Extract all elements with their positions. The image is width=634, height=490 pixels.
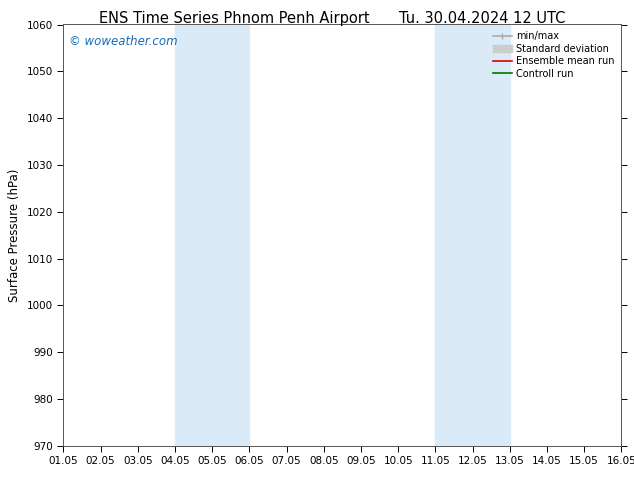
Text: © woweather.com: © woweather.com (69, 35, 178, 48)
Text: Tu. 30.04.2024 12 UTC: Tu. 30.04.2024 12 UTC (399, 11, 565, 26)
Text: ENS Time Series Phnom Penh Airport: ENS Time Series Phnom Penh Airport (100, 11, 370, 26)
Bar (175, 24, 249, 446)
Bar (436, 24, 510, 446)
Y-axis label: Surface Pressure (hPa): Surface Pressure (hPa) (8, 169, 21, 302)
Legend: min/max, Standard deviation, Ensemble mean run, Controll run: min/max, Standard deviation, Ensemble me… (491, 29, 616, 80)
